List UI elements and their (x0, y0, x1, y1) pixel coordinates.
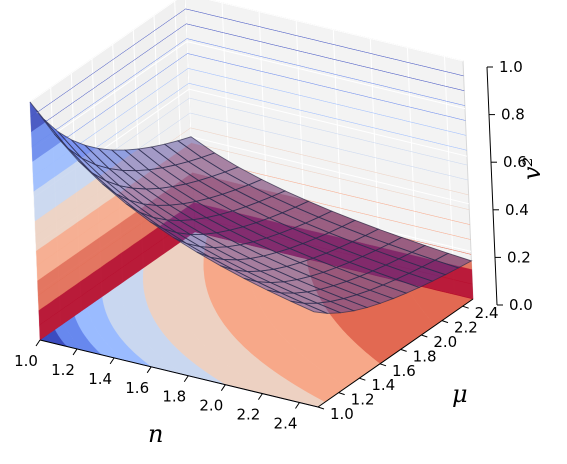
wall-band-back (191, 142, 470, 225)
wall-band-back (190, 127, 469, 196)
x-axis-line (39, 339, 319, 408)
y-tick-label: 2.0 (433, 333, 457, 351)
y-tick-mark (317, 406, 325, 410)
y-tick-label: 1.0 (330, 405, 354, 423)
z-tick-label: 0.6 (503, 153, 527, 171)
wall-band-back (186, 23, 465, 91)
x-axis-label: n (148, 420, 163, 448)
y-tick-label: 2.4 (475, 304, 499, 322)
wall-band-back (187, 53, 466, 121)
wall-band-left (29, 8, 186, 118)
x-tick-label: 1.6 (125, 379, 149, 397)
z-axis-line (486, 66, 498, 306)
y-tick-mark (421, 334, 428, 338)
x-tick-mark (146, 366, 152, 374)
gridline-z (29, 0, 464, 103)
z-axis-label: v² (518, 157, 546, 180)
y-tick-label: 1.6 (392, 362, 416, 380)
x-tick-label: 2.4 (274, 415, 298, 433)
y-tick-label: 1.4 (371, 376, 395, 394)
z-tick-label: 1.0 (499, 58, 523, 76)
y-tick-mark (462, 305, 469, 309)
y-tick-mark (400, 348, 407, 352)
y-tick-label: 2.2 (454, 319, 478, 337)
tick-labels: 1.0 1.2 1.4 1.6 1.8 2.0 2.2 2.41.01.21.41.61.82… (14, 58, 533, 433)
gridline-z (31, 41, 466, 151)
y-tick-mark (338, 392, 345, 396)
wall-band-back (189, 97, 468, 166)
x-tick-mark (35, 339, 41, 347)
x-tick-label: 1.8 (162, 388, 186, 406)
y-axis-label: μ (452, 380, 468, 408)
x-tick-label: 1.2 (51, 361, 75, 379)
wall-band-left (31, 53, 188, 162)
x-tick-label: 2.2 (236, 406, 260, 424)
wall-band-back (190, 136, 470, 210)
x-tick-mark (72, 348, 78, 356)
wall-band-back (188, 68, 467, 136)
x-tick-mark (183, 375, 189, 383)
x-tick-label: 2.0 (199, 397, 223, 415)
y-tick-mark (359, 377, 366, 381)
wall-band-left (32, 68, 189, 177)
wall-band-back (189, 112, 469, 181)
contour-fills (29, 8, 474, 408)
wall-band-back (188, 83, 467, 151)
x-tick-label: 1.4 (88, 370, 112, 388)
x-tick-label: 1.0 (14, 352, 38, 370)
x-tick-mark (109, 357, 115, 365)
z-tick-label: 0.0 (509, 296, 533, 314)
y-tick-label: 1.8 (413, 347, 437, 365)
wall-band-left (31, 38, 188, 147)
x-tick-mark (257, 393, 263, 400)
z-tick-label: 0.4 (505, 201, 529, 219)
surface-mesh (29, 101, 473, 314)
y-tick-mark (441, 320, 449, 324)
wall-band-back (185, 8, 464, 77)
x-tick-mark (295, 402, 300, 409)
z-tick-label: 0.2 (507, 248, 531, 266)
axis-lines (35, 66, 503, 410)
x-tick-mark (220, 384, 226, 391)
z-tick-label: 0.8 (501, 106, 525, 124)
y-tick-label: 1.2 (351, 391, 375, 409)
y-tick-mark (379, 363, 387, 367)
y-axis-line (317, 298, 474, 408)
surface-cell (290, 300, 328, 314)
wall-band-back (186, 38, 465, 106)
